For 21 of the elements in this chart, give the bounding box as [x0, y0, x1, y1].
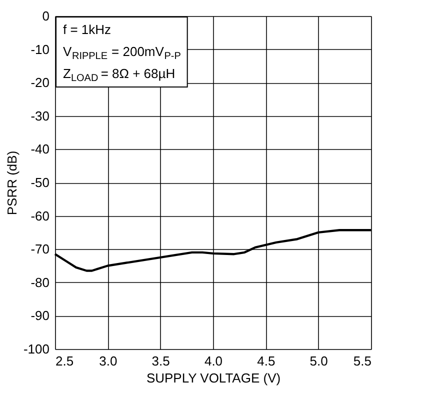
y-tick-label: -30 [30, 108, 50, 124]
x-tick-label: 3.0 [99, 354, 118, 368]
y-tick-label: -90 [30, 308, 50, 324]
y-tick-label: -80 [30, 274, 50, 290]
y-tick-label: -50 [30, 175, 50, 190]
y-tick-label: -20 [30, 75, 50, 90]
y-axis-title: PSRR (dB) [4, 150, 20, 216]
x-tick-label: 5.0 [310, 354, 328, 368]
y-tick-label: -70 [30, 242, 50, 257]
x-tick-label: 5.5 [353, 354, 372, 368]
x-axis-title: SUPPLY VOLTAGE (V) [146, 370, 281, 386]
x-tick-label: 2.5 [56, 354, 74, 368]
y-tick-label: -100 [23, 342, 50, 356]
x-tick-label: 4.5 [257, 354, 276, 368]
y-tick-label: -60 [30, 208, 50, 224]
x-tick-label: 4.0 [204, 354, 223, 368]
y-tick-label: -10 [30, 42, 50, 57]
y-tick-label: -40 [30, 142, 50, 157]
y-tick-label: 0 [42, 8, 50, 24]
annotation: f = 1kHz [63, 22, 112, 37]
x-tick-label: 3.5 [152, 354, 170, 368]
